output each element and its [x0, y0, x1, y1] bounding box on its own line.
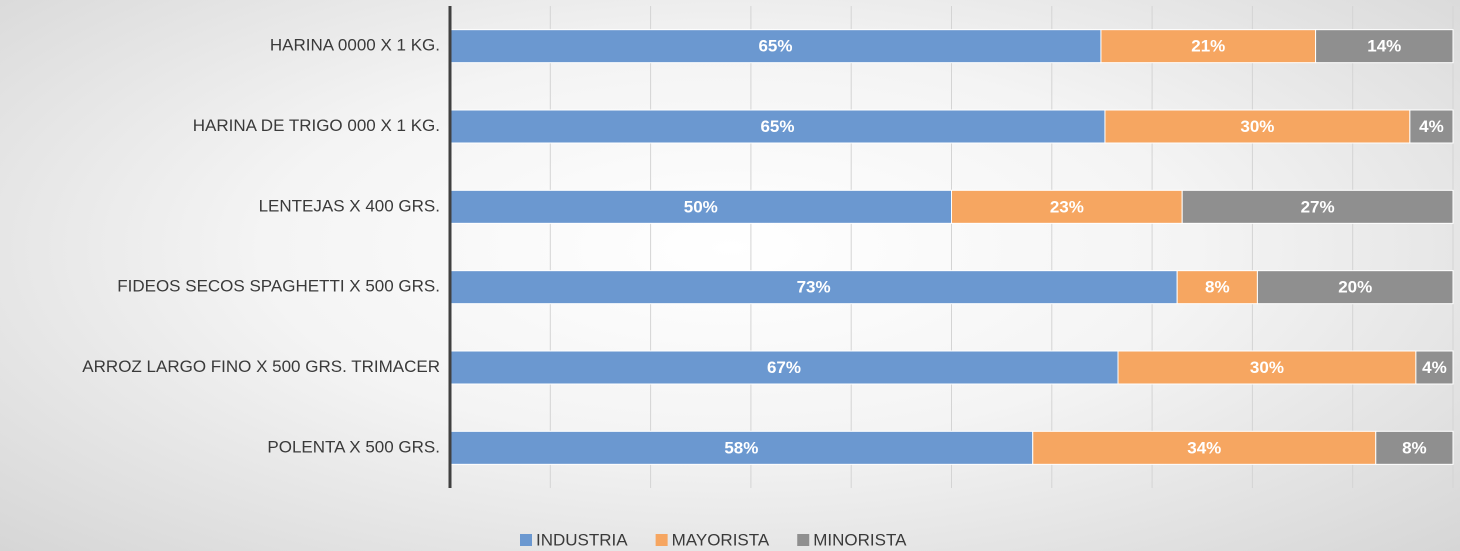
y-tick-label: ARROZ LARGO FINO X 500 GRS. TRIMACER — [82, 357, 440, 376]
data-label: 8% — [1205, 278, 1230, 297]
bar-segment — [1315, 29, 1454, 64]
bar-segment — [449, 430, 1034, 465]
legend-label: MINORISTA — [813, 530, 907, 549]
data-label: 58% — [724, 438, 758, 457]
bar-segment — [449, 189, 952, 224]
data-label: 34% — [1187, 438, 1221, 457]
y-tick-label: HARINA 0000 X 1 KG. — [270, 36, 440, 55]
legend-swatch — [797, 534, 810, 546]
data-label: 4% — [1419, 117, 1444, 136]
data-label: 27% — [1301, 197, 1335, 216]
bar-segment — [1256, 270, 1454, 305]
bar-segment — [1181, 189, 1454, 224]
bar-segment — [1104, 109, 1411, 144]
data-label: 65% — [758, 37, 792, 56]
data-label: 21% — [1191, 37, 1225, 56]
data-label: 73% — [797, 278, 831, 297]
legend-swatch — [655, 534, 668, 546]
data-label: 67% — [767, 358, 801, 377]
legend-swatch — [520, 534, 532, 546]
y-tick-label: HARINA DE TRIGO 000 X 1 KG. — [193, 116, 440, 135]
data-label: 50% — [684, 197, 718, 216]
data-label: 14% — [1367, 37, 1401, 56]
bar-segment — [1117, 350, 1417, 385]
data-label: 4% — [1422, 358, 1447, 377]
y-tick-label: FIDEOS SECOS SPAGHETTI X 500 GRS. — [117, 277, 440, 296]
data-label: 20% — [1338, 278, 1372, 297]
y-tick-label: POLENTA X 500 GRS. — [267, 437, 440, 456]
data-label: 30% — [1250, 358, 1284, 377]
bar-segment — [1176, 270, 1258, 305]
bar-segment — [1375, 430, 1454, 465]
bar-segment — [1032, 430, 1377, 465]
bar-segment — [449, 29, 1102, 64]
legend-label: MAYORISTA — [672, 530, 770, 549]
data-label: 23% — [1050, 197, 1084, 216]
data-label: 8% — [1402, 438, 1427, 457]
bar-segment — [1409, 109, 1454, 144]
legend-label: INDUSTRIA — [536, 530, 628, 549]
bar-segment — [1100, 29, 1317, 64]
bar-segment — [1415, 350, 1454, 385]
bar-segment — [449, 350, 1119, 385]
data-label: 65% — [760, 117, 794, 136]
bar-segment — [449, 109, 1106, 144]
bar-segment — [449, 270, 1178, 305]
y-tick-label: LENTEJAS X 400 GRS. — [259, 196, 440, 215]
data-label: 30% — [1240, 117, 1274, 136]
